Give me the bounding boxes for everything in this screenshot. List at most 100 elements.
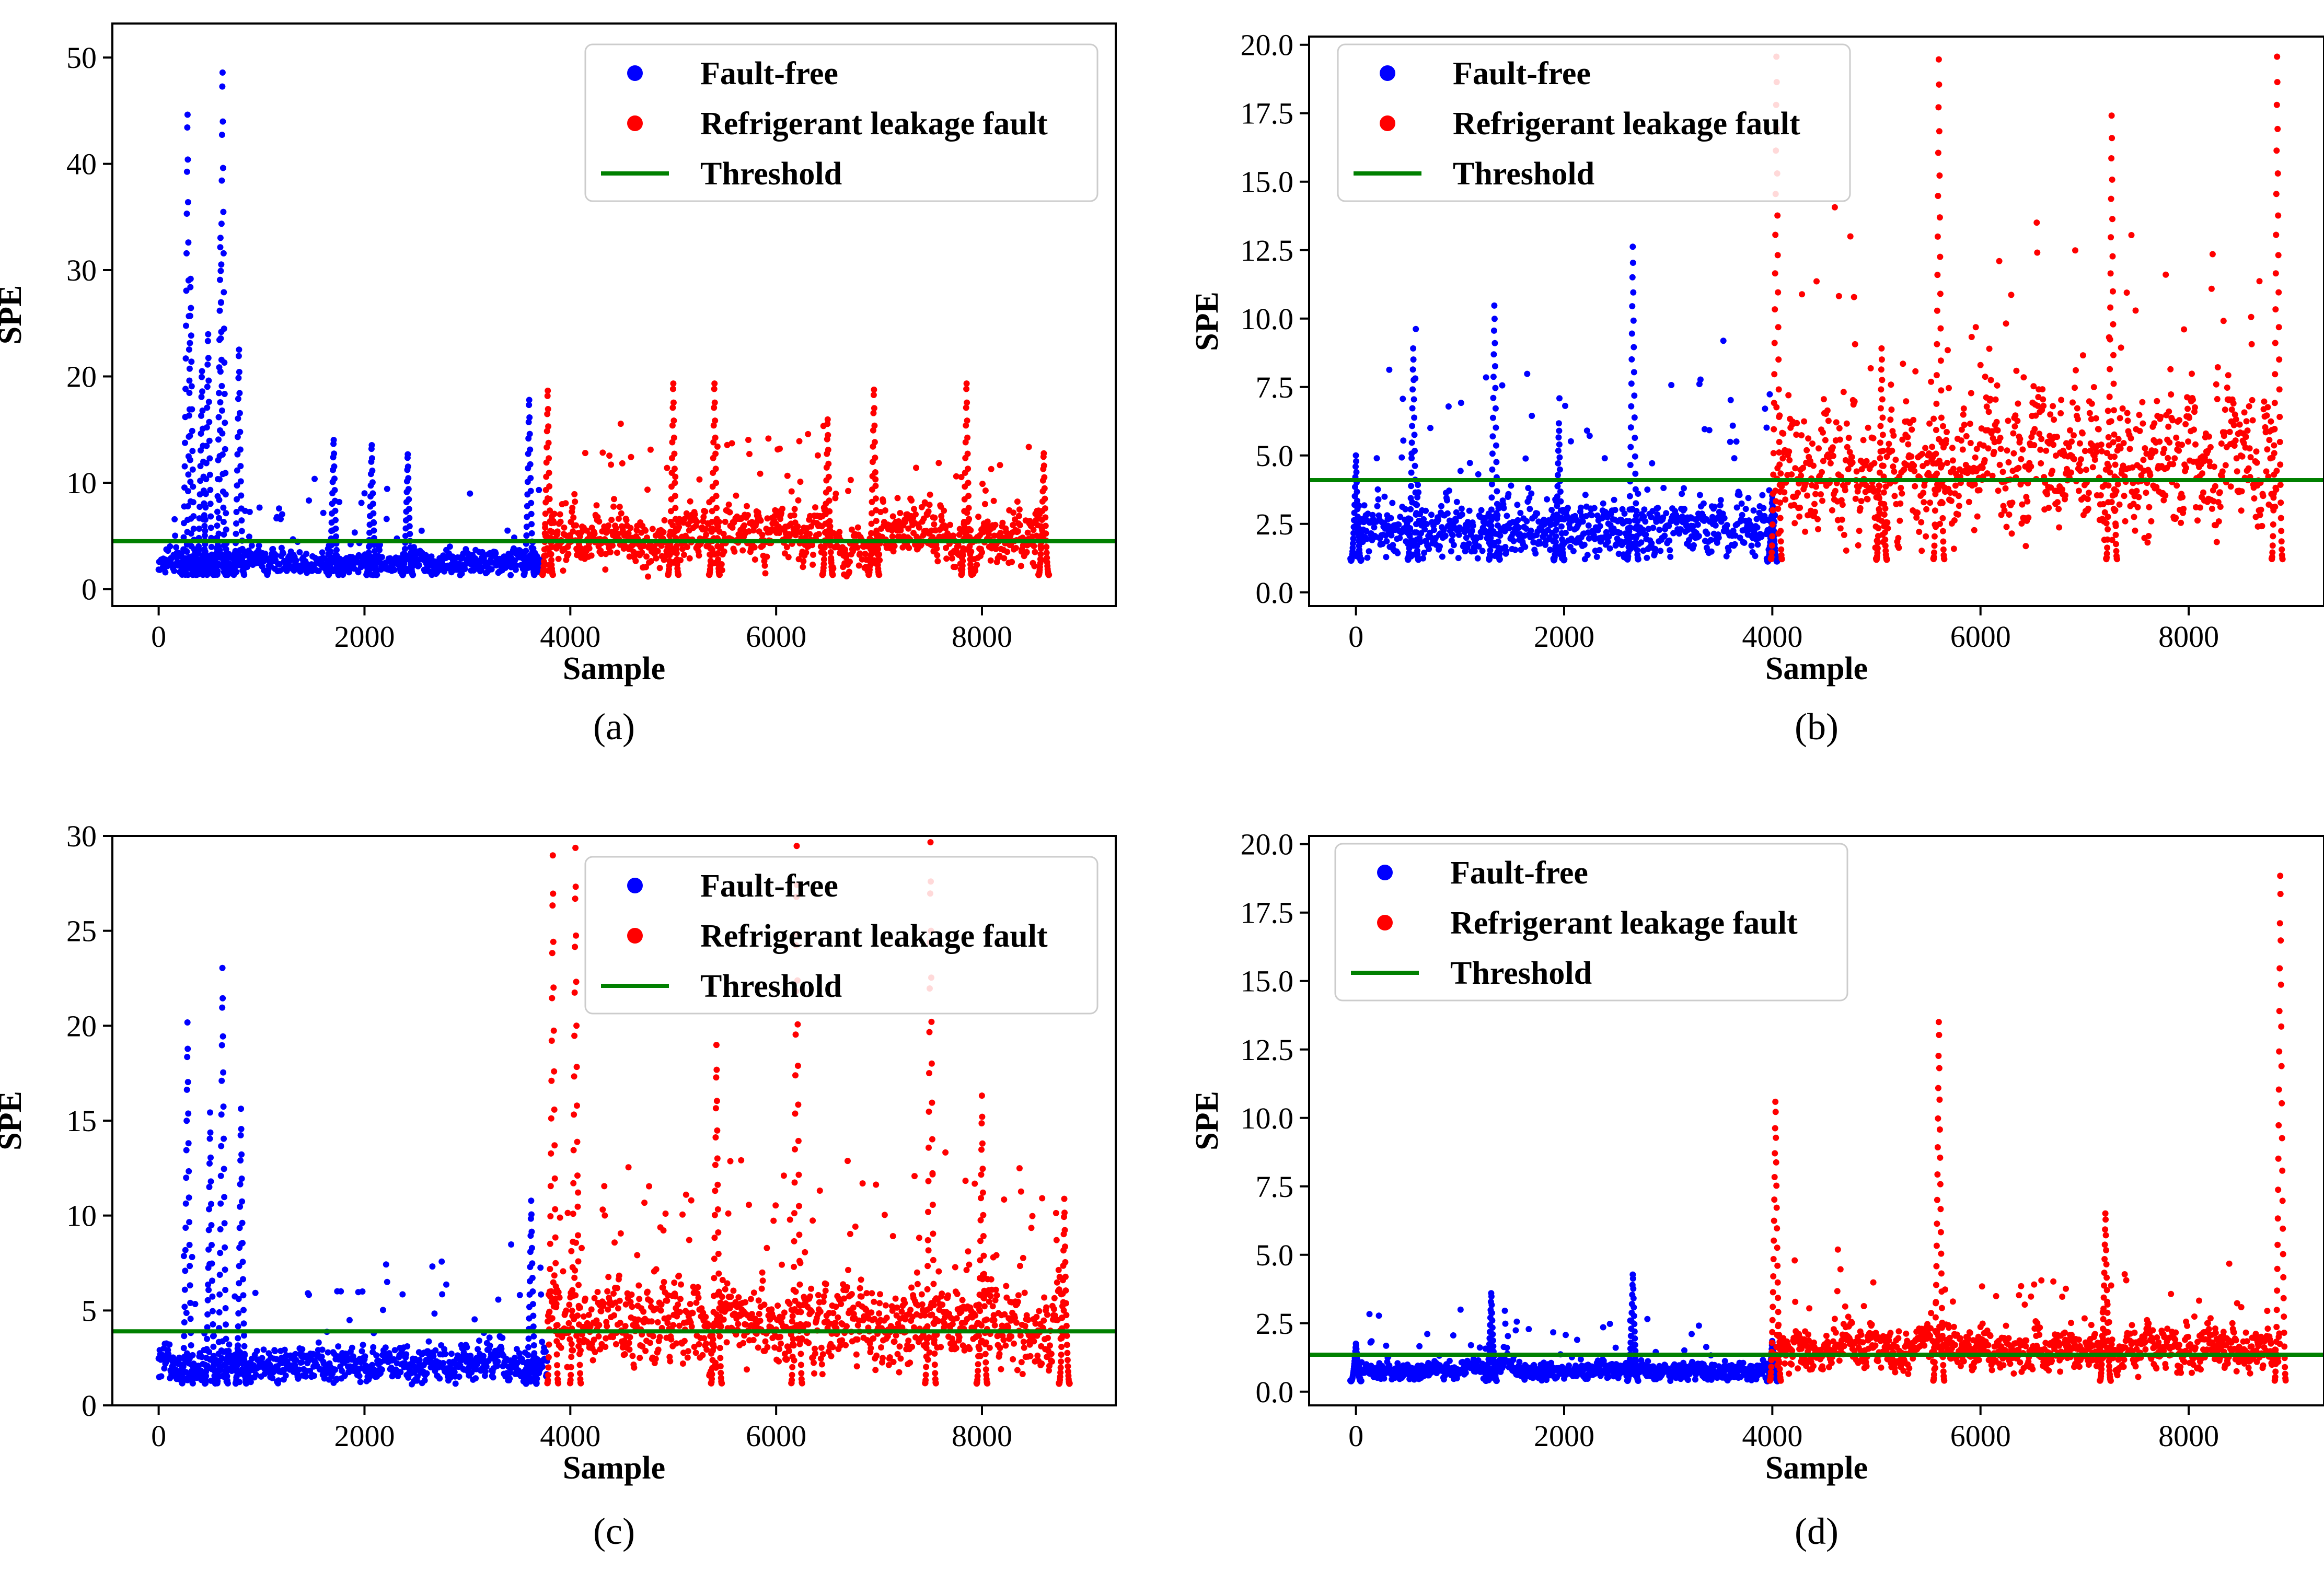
point-fault — [974, 562, 980, 568]
point-fault — [2132, 307, 2139, 314]
point-fault-free — [1766, 391, 1773, 398]
point-fault — [1933, 400, 1940, 407]
point-fault — [966, 526, 973, 532]
point-fault-free — [1402, 506, 1409, 513]
point-fault — [1919, 450, 1926, 457]
point-fault-free — [405, 475, 412, 482]
point-fault — [1903, 398, 1910, 405]
point-fault — [874, 551, 881, 557]
point-fault-free — [196, 526, 203, 532]
point-fault — [2222, 406, 2228, 413]
point-fault — [2222, 462, 2229, 469]
point-fault — [1846, 449, 1853, 456]
point-fault — [2278, 538, 2285, 545]
point-fault — [733, 492, 739, 499]
point-fault-free — [1459, 511, 1465, 518]
point-fault — [1936, 128, 1943, 135]
point-fault-free — [1628, 403, 1635, 410]
point-fault — [2124, 410, 2131, 416]
point-fault-free — [185, 471, 192, 478]
point-fault-free — [1561, 556, 1568, 563]
point-fault — [1923, 506, 1930, 513]
point-fault — [2212, 483, 2218, 490]
point-fault-free — [204, 572, 211, 578]
point-fault — [2276, 386, 2283, 393]
point-fault — [2040, 396, 2046, 403]
point-fault — [546, 470, 552, 476]
point-fault — [570, 528, 576, 535]
point-fault — [2057, 410, 2064, 416]
point-fault — [2214, 364, 2221, 370]
point-fault — [961, 519, 967, 525]
point-fault — [1878, 386, 1884, 393]
point-fault — [1001, 555, 1008, 562]
point-fault — [2258, 506, 2264, 513]
point-fault-free — [1601, 455, 1608, 462]
point-fault — [873, 518, 880, 525]
point-fault — [707, 562, 714, 569]
point-fault — [1999, 469, 2006, 475]
point-fault-free — [1691, 542, 1697, 549]
point-fault — [557, 511, 563, 518]
point-fault — [1973, 446, 1980, 452]
point-fault — [1809, 440, 1816, 447]
point-fault — [2108, 234, 2114, 241]
point-fault — [966, 543, 973, 550]
point-fault-free — [1500, 505, 1507, 511]
point-fault — [2207, 444, 2214, 450]
point-fault — [618, 510, 625, 517]
point-fault-free — [1626, 518, 1633, 525]
point-fault — [1795, 490, 1801, 496]
point-fault — [1998, 511, 2005, 518]
point-fault-free — [184, 156, 191, 163]
point-fault — [2182, 421, 2189, 427]
point-fault — [843, 554, 850, 561]
point-fault-free — [200, 458, 206, 465]
x-tick-label: 2000 — [334, 620, 395, 654]
point-fault — [1938, 462, 1945, 469]
point-fault — [2109, 135, 2115, 142]
point-fault — [647, 446, 654, 453]
point-fault — [2228, 406, 2235, 413]
point-fault-free — [1364, 554, 1371, 561]
point-fault — [2088, 400, 2095, 407]
point-fault — [1952, 482, 1959, 489]
point-fault — [648, 558, 654, 564]
point-fault — [2272, 270, 2279, 277]
point-fault — [670, 434, 677, 441]
point-fault — [656, 565, 663, 572]
point-fault — [541, 530, 548, 537]
point-fault — [2034, 249, 2041, 256]
point-fault-free — [238, 517, 245, 524]
point-fault-free — [1470, 522, 1476, 529]
x-axis-label: Sample — [563, 651, 665, 686]
point-fault-free — [219, 471, 226, 478]
point-fault — [1974, 513, 1981, 520]
point-fault — [827, 527, 834, 533]
point-fault-free — [331, 450, 338, 457]
point-fault-free — [218, 261, 225, 268]
point-fault-free — [1631, 369, 1637, 376]
point-fault — [2110, 380, 2117, 387]
point-fault-free — [1499, 382, 1506, 389]
point-fault — [2128, 232, 2135, 238]
point-fault-free — [355, 569, 362, 576]
point-fault — [669, 386, 676, 392]
point-fault — [1955, 493, 1962, 499]
point-fault — [1994, 427, 2001, 434]
point-fault-free — [320, 509, 327, 516]
point-fault-free — [1491, 340, 1498, 346]
point-fault — [795, 497, 802, 504]
point-fault — [612, 525, 619, 532]
point-fault — [964, 417, 970, 424]
point-fault — [873, 507, 880, 514]
point-fault — [897, 527, 904, 534]
point-fault — [668, 508, 674, 515]
point-fault — [867, 558, 873, 565]
point-fault — [1811, 501, 1818, 507]
point-fault — [943, 555, 950, 562]
point-fault-free — [1444, 510, 1451, 517]
point-fault — [2161, 446, 2168, 452]
point-fault — [1972, 324, 1979, 331]
point-fault-free — [527, 487, 534, 494]
